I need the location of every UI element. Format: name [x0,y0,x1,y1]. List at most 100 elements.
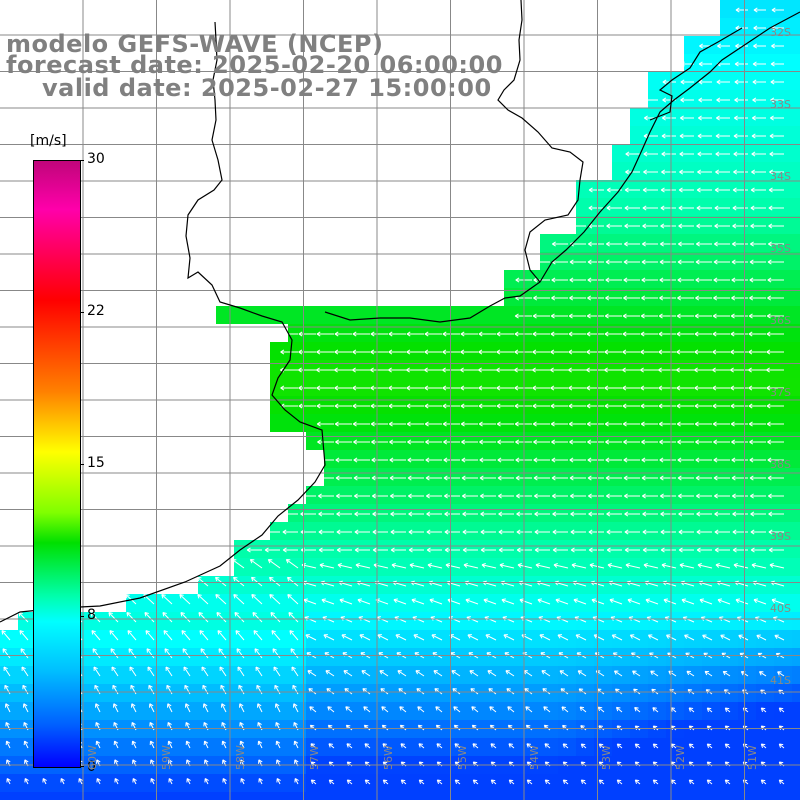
wind-cell [306,342,324,360]
wind-cell [522,612,540,630]
wind-arrow [408,529,424,535]
wind-arrow [354,547,370,553]
wind-arrow [715,169,730,175]
wind-arrow [516,547,532,553]
wind-arrow [652,779,659,785]
wind-arrow [370,331,388,337]
wind-arrow [694,349,712,355]
wind-cell [792,540,800,558]
wind-arrow [625,169,640,175]
wind-cell [558,576,576,594]
wind-cell [792,360,800,378]
wind-arrow [625,151,640,157]
wind-arrow [335,475,352,481]
wind-arrow [444,529,460,535]
wind-cell [702,360,720,378]
wind-cell [396,558,414,576]
wind-cell [576,324,594,342]
wind-arrow [730,331,748,337]
wind-cell [450,396,468,414]
wind-arrow [694,313,712,319]
wind-arrow [679,563,695,569]
wind-cell [702,306,720,324]
wind-cell [558,522,576,540]
wind-cell [468,306,486,324]
wind-arrow [370,349,388,355]
wind-cell [630,378,648,396]
wind-cell [630,396,648,414]
wind-arrow [379,670,389,677]
wind-arrow [415,670,425,677]
wind-cell [594,288,612,306]
wind-cell [720,36,738,54]
wind-cell [576,252,594,270]
wind-cell [540,522,558,540]
wind-arrow [463,563,479,569]
wind-arrow [605,241,622,247]
wind-arrow [513,367,532,373]
wind-cell [684,576,702,594]
wind-cell [792,288,800,306]
wind-arrow [533,457,550,463]
wind-cell [576,450,594,468]
wind-cell [666,792,684,800]
wind-arrow [570,223,586,229]
wind-cell [522,540,540,558]
wind-arrow [407,457,424,463]
wind-arrow [750,547,766,553]
wind-arrow [634,706,641,713]
wind-arrow [550,313,568,319]
wind-cell [738,324,756,342]
wind-cell [576,378,594,396]
wind-cell [792,612,800,630]
wind-cell [648,72,666,90]
wind-cell [504,324,522,342]
wind-cell [720,216,738,234]
wind-arrow [699,598,713,605]
wind-arrow [770,61,784,67]
wind-arrow [5,740,11,749]
wind-cell [792,306,800,324]
wind-arrow [569,295,586,301]
wind-cell [576,342,594,360]
wind-cell [540,504,558,522]
wind-cell [738,18,756,36]
wind-cell [450,504,468,522]
wind-cell [738,162,756,180]
wind-arrow [89,594,101,605]
wind-arrow [42,778,47,785]
wind-arrow [444,547,460,553]
wind-cell [342,558,360,576]
wind-cell [684,342,702,360]
wind-cell [738,270,756,288]
wind-arrow [203,703,209,713]
wind-arrow [289,630,299,641]
wind-arrow [333,367,352,373]
wind-cell [252,792,270,800]
wind-arrow [182,648,191,659]
wind-arrow [460,403,478,409]
wind-arrow [267,559,281,569]
wind-arrow [114,778,119,785]
wind-arrow [370,403,388,409]
wind-cell [594,792,612,800]
wind-arrow [557,634,569,641]
wind-cell [540,306,558,324]
wind-arrow [184,684,191,695]
wind-arrow [714,205,730,211]
wind-arrow [454,779,461,785]
wind-cell [558,432,576,450]
wind-arrow [237,666,245,677]
wind-cell [792,252,800,270]
wind-arrow [587,475,604,481]
wind-arrow [771,598,785,605]
wind-cell [486,522,504,540]
wind-arrow [424,421,442,427]
wind-arrow [639,367,658,373]
wind-cell [540,486,558,504]
wind-arrow [490,743,497,749]
wind-cell [648,198,666,216]
wind-cell [612,324,630,342]
wind-arrow [287,594,299,605]
wind-cell [576,288,594,306]
